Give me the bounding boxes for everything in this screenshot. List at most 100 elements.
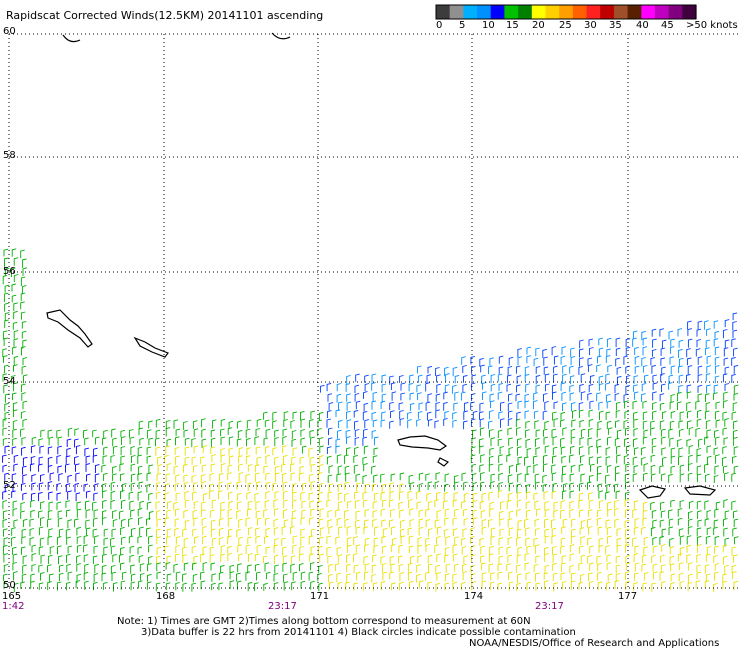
legend-label: 15 <box>506 20 519 31</box>
wind-barb <box>705 339 711 348</box>
wind-barb <box>391 391 397 401</box>
wind-barb <box>346 375 351 384</box>
wind-barb <box>695 400 700 410</box>
wind-barb <box>211 582 216 591</box>
wind-barb <box>416 419 421 427</box>
wind-barb <box>373 436 379 446</box>
wind-barb <box>714 346 720 356</box>
wind-barb <box>2 348 7 358</box>
wind-barb <box>634 518 640 528</box>
wind-barb <box>687 320 692 330</box>
wind-barb <box>677 391 682 402</box>
wind-barb <box>588 492 593 500</box>
wind-barb <box>282 546 287 556</box>
wind-barb <box>184 490 190 500</box>
wind-barb <box>696 564 702 573</box>
time-label-2: 23:17 <box>268 601 297 612</box>
wind-barb <box>337 419 343 428</box>
wind-barb <box>47 581 52 591</box>
wind-barb <box>533 410 539 419</box>
wind-barb <box>76 536 82 544</box>
wind-barb <box>696 473 702 483</box>
wind-barb <box>641 526 646 535</box>
legend-swatch <box>572 5 588 19</box>
wind-barb <box>498 411 503 419</box>
wind-barb <box>642 365 648 373</box>
wind-barb <box>381 383 387 393</box>
wind-barb <box>354 429 360 437</box>
wind-barb <box>328 465 334 474</box>
wind-barb <box>129 436 135 445</box>
wind-barb <box>93 573 99 583</box>
wind-barb <box>525 537 530 547</box>
wind-barb <box>147 563 152 572</box>
wind-barb <box>292 491 297 500</box>
wind-barb <box>335 509 340 518</box>
wind-barb <box>562 427 567 436</box>
wind-barb <box>407 419 412 429</box>
wind-barb <box>148 510 154 520</box>
wind-barb <box>94 464 100 473</box>
wind-barb <box>462 365 467 373</box>
wind-barb <box>92 528 98 538</box>
wind-barb <box>301 445 307 454</box>
wind-barb <box>697 365 703 375</box>
wind-barb <box>254 563 260 572</box>
wind-barb <box>641 330 646 341</box>
wind-barb <box>310 546 316 556</box>
wind-barb <box>596 428 602 438</box>
wind-barb <box>597 483 603 491</box>
wind-barb <box>346 401 352 411</box>
wind-barb <box>3 248 9 257</box>
wind-barb <box>552 411 557 421</box>
legend-swatch <box>518 5 533 19</box>
wind-barb <box>454 563 459 572</box>
wind-barb <box>633 582 638 591</box>
wind-barb <box>337 492 343 501</box>
wind-barb <box>661 473 666 482</box>
wind-barb <box>489 501 495 510</box>
wind-barb <box>569 544 575 553</box>
legend-label: 0 <box>436 20 443 31</box>
wind-barb <box>76 573 82 583</box>
wind-barb <box>93 581 98 591</box>
wind-barb <box>40 517 45 526</box>
wind-barb <box>723 347 729 357</box>
wind-barb <box>606 337 612 348</box>
wind-barb <box>706 527 712 535</box>
wind-barb <box>201 418 206 428</box>
wind-barb <box>192 491 197 501</box>
wind-barb <box>273 527 279 536</box>
wind-barb <box>705 473 710 483</box>
island-pribilof-2 <box>437 457 450 467</box>
island-north-1 <box>62 34 81 43</box>
wind-barb <box>137 546 143 555</box>
wind-barb <box>561 581 567 590</box>
wind-barb <box>677 328 683 337</box>
wind-barb <box>425 508 430 517</box>
wind-barb <box>336 383 342 392</box>
wind-barb <box>569 392 575 401</box>
wind-barb <box>614 483 619 493</box>
wind-barb <box>641 446 646 456</box>
wind-barb <box>56 581 62 591</box>
wind-barb <box>472 509 477 519</box>
wind-barb <box>102 499 107 509</box>
wind-barb <box>479 418 485 428</box>
wind-barb <box>302 482 307 491</box>
wind-barb <box>2 274 8 285</box>
wind-barb <box>578 499 584 509</box>
wind-barb <box>254 464 260 473</box>
wind-barb <box>534 544 540 554</box>
wind-barb <box>731 500 736 510</box>
wind-barb <box>220 509 225 519</box>
wind-barb <box>65 463 70 473</box>
wind-barb <box>92 501 97 511</box>
wind-barb <box>408 382 414 392</box>
wind-barb <box>201 535 207 545</box>
wind-barb <box>560 537 566 546</box>
wind-barb <box>625 528 630 538</box>
wind-barb <box>634 346 639 355</box>
wind-barb <box>732 527 737 537</box>
wind-barb <box>346 554 351 564</box>
